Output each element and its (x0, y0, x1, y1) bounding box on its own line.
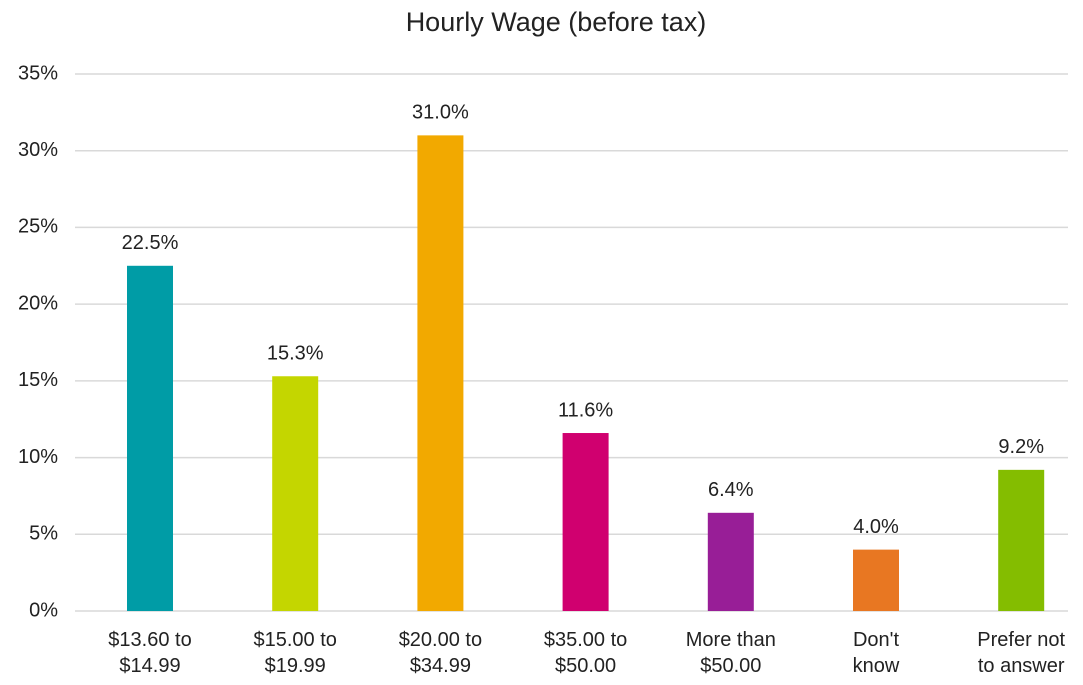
x-tick-label-line: $50.00 (555, 655, 616, 677)
bar (562, 433, 609, 611)
x-tick-label-line: $50.00 (700, 655, 761, 677)
x-tick-label: $13.60 to $14.99 (108, 629, 191, 677)
chart-title: Hourly Wage (before tax) (406, 7, 707, 37)
y-tick-label: 25% (18, 216, 58, 238)
x-tick-label-line: $20.00 to (399, 629, 482, 651)
x-tick-label: $15.00 to $19.99 (253, 629, 336, 677)
x-tick-label-line: $34.99 (410, 655, 471, 677)
y-tick-label: 35% (18, 62, 58, 84)
y-tick-label: 20% (18, 292, 58, 314)
x-tick-label: Prefer not to answer (977, 629, 1065, 677)
y-tick-label: 10% (18, 446, 58, 468)
value-label: 9.2% (998, 436, 1044, 458)
x-tick-label: Don't know (853, 629, 900, 677)
x-tick-label-line: More than (686, 629, 776, 651)
x-tick-label-line: $14.99 (119, 655, 180, 677)
bar (707, 512, 754, 611)
bar (417, 135, 464, 611)
x-tick-label-line: $15.00 to (253, 629, 336, 651)
bar (127, 265, 173, 611)
value-label: 11.6% (558, 399, 613, 421)
value-label: 15.3% (267, 343, 324, 365)
value-label: 22.5% (122, 232, 179, 254)
x-tick-label-line: Prefer not (977, 629, 1065, 651)
x-tick-label-line: $35.00 to (544, 629, 627, 651)
value-label: 31.0% (412, 102, 469, 124)
bar (853, 549, 899, 611)
y-tick-label: 30% (18, 139, 58, 161)
x-tick-label-line: $19.99 (265, 655, 326, 677)
y-tick-label: 5% (29, 523, 58, 545)
value-label: 4.0% (853, 516, 899, 538)
bar (998, 469, 1045, 611)
x-tick-label-line: Don't (853, 629, 900, 651)
x-tick-label-line: to answer (978, 655, 1065, 677)
y-tick-label: 0% (29, 599, 58, 621)
x-tick-label: More than $50.00 (686, 629, 776, 677)
x-tick-label: $20.00 to $34.99 (399, 629, 482, 677)
value-label: 6.4% (708, 479, 754, 501)
x-tick-label-line: know (853, 655, 900, 677)
y-tick-label: 15% (18, 369, 58, 391)
bar (272, 376, 319, 611)
x-tick-label: $35.00 to $50.00 (544, 629, 627, 677)
x-tick-label-line: $13.60 to (108, 629, 191, 651)
